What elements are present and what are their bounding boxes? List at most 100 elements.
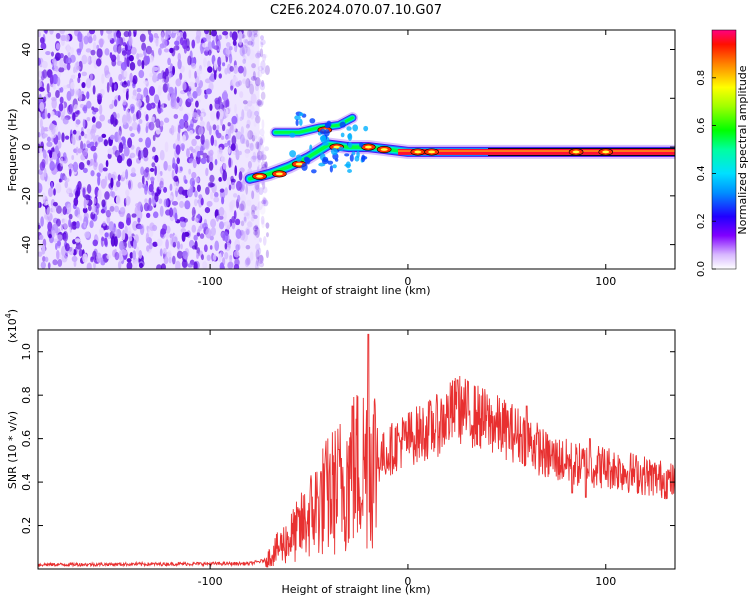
noise-blob <box>230 143 236 152</box>
noise-blob <box>231 135 237 146</box>
noise-blob <box>47 91 52 98</box>
noise-blob <box>249 251 254 261</box>
noise-blob <box>143 168 149 178</box>
noise-blob <box>93 159 98 171</box>
noise-blob <box>55 218 61 227</box>
noise-blob <box>260 150 265 162</box>
noise-blob <box>224 251 229 260</box>
noise-blob <box>238 203 245 212</box>
noise-blob <box>84 231 91 239</box>
noise-blob <box>45 50 51 56</box>
noise-blob <box>163 247 167 255</box>
noise-blob <box>136 246 140 255</box>
x-tick-label: 0 <box>404 275 411 288</box>
y-tick-label: -20 <box>20 187 33 205</box>
noise-blob <box>192 159 197 169</box>
noise-blob <box>63 63 68 71</box>
noise-blob <box>111 59 117 67</box>
noise-blob <box>246 109 253 119</box>
noise-blob <box>46 83 50 94</box>
noise-blob <box>138 69 145 79</box>
noise-blob <box>235 81 241 88</box>
noise-blob <box>58 67 65 73</box>
noise-blob <box>205 167 209 177</box>
signal-scatter-blob <box>340 132 345 138</box>
noise-blob <box>177 132 181 142</box>
noise-blob <box>196 150 201 158</box>
noise-blob <box>165 67 169 77</box>
noise-blob <box>137 59 142 67</box>
noise-blob <box>68 246 75 256</box>
noise-blob <box>250 93 257 104</box>
noise-blob <box>96 92 103 100</box>
noise-blob <box>200 145 204 155</box>
noise-blob <box>250 76 257 81</box>
noise-blob <box>246 119 251 128</box>
noise-blob <box>109 103 114 110</box>
noise-blob <box>72 161 79 173</box>
noise-blob <box>245 129 251 140</box>
noise-blob <box>231 115 238 125</box>
noise-blob <box>132 239 137 250</box>
noise-blob <box>206 254 211 261</box>
noise-blob <box>191 138 197 147</box>
signal-hotspot-core <box>414 150 422 154</box>
noise-blob <box>89 220 94 229</box>
noise-blob <box>179 200 185 209</box>
noise-blob <box>195 100 199 108</box>
noise-blob <box>125 169 129 180</box>
noise-blob <box>96 44 100 50</box>
noise-blob <box>121 249 128 256</box>
noise-blob <box>202 261 208 269</box>
noise-blob <box>68 213 73 220</box>
noise-blob <box>50 111 55 117</box>
noise-blob <box>222 163 227 170</box>
noise-blob <box>63 233 67 241</box>
noise-blob <box>243 216 247 222</box>
noise-blob <box>237 194 241 203</box>
noise-blob <box>74 238 81 243</box>
noise-blob <box>255 243 261 251</box>
noise-blob <box>245 78 251 89</box>
noise-blob <box>116 60 123 66</box>
noise-blob <box>82 253 88 264</box>
noise-blob <box>172 241 177 248</box>
noise-blob <box>95 58 102 67</box>
snr-multiplier-exp: 4 <box>4 313 13 318</box>
noise-blob <box>51 58 57 64</box>
noise-blob <box>171 201 179 206</box>
noise-blob <box>242 66 247 78</box>
noise-blob <box>235 228 242 240</box>
noise-blob <box>50 182 54 190</box>
noise-blob <box>146 205 153 212</box>
noise-blob <box>49 30 54 35</box>
noise-blob <box>143 87 149 98</box>
noise-blob <box>82 207 88 214</box>
noise-blob <box>235 180 242 191</box>
noise-blob <box>129 126 133 132</box>
noise-blob <box>77 72 81 79</box>
noise-blob <box>180 143 185 151</box>
noise-blob <box>221 91 228 101</box>
noise-blob <box>66 62 71 71</box>
signal-scatter-blob <box>299 118 303 126</box>
x-tick-label: -100 <box>198 275 223 288</box>
noise-blob <box>110 236 116 247</box>
noise-blob <box>210 226 217 236</box>
noise-blob <box>44 30 48 35</box>
noise-blob <box>259 138 264 146</box>
noise-blob <box>217 65 222 72</box>
noise-blob <box>140 150 144 159</box>
noise-blob <box>181 259 188 268</box>
noise-blob <box>100 30 104 36</box>
noise-blob <box>113 99 118 107</box>
noise-blob <box>214 191 219 198</box>
noise-blob <box>262 196 266 207</box>
noise-blob <box>259 128 265 137</box>
noise-blob <box>241 241 246 249</box>
noise-blob <box>183 218 188 223</box>
noise-blob <box>187 263 194 268</box>
noise-blob <box>247 220 252 229</box>
noise-blob <box>117 94 121 102</box>
